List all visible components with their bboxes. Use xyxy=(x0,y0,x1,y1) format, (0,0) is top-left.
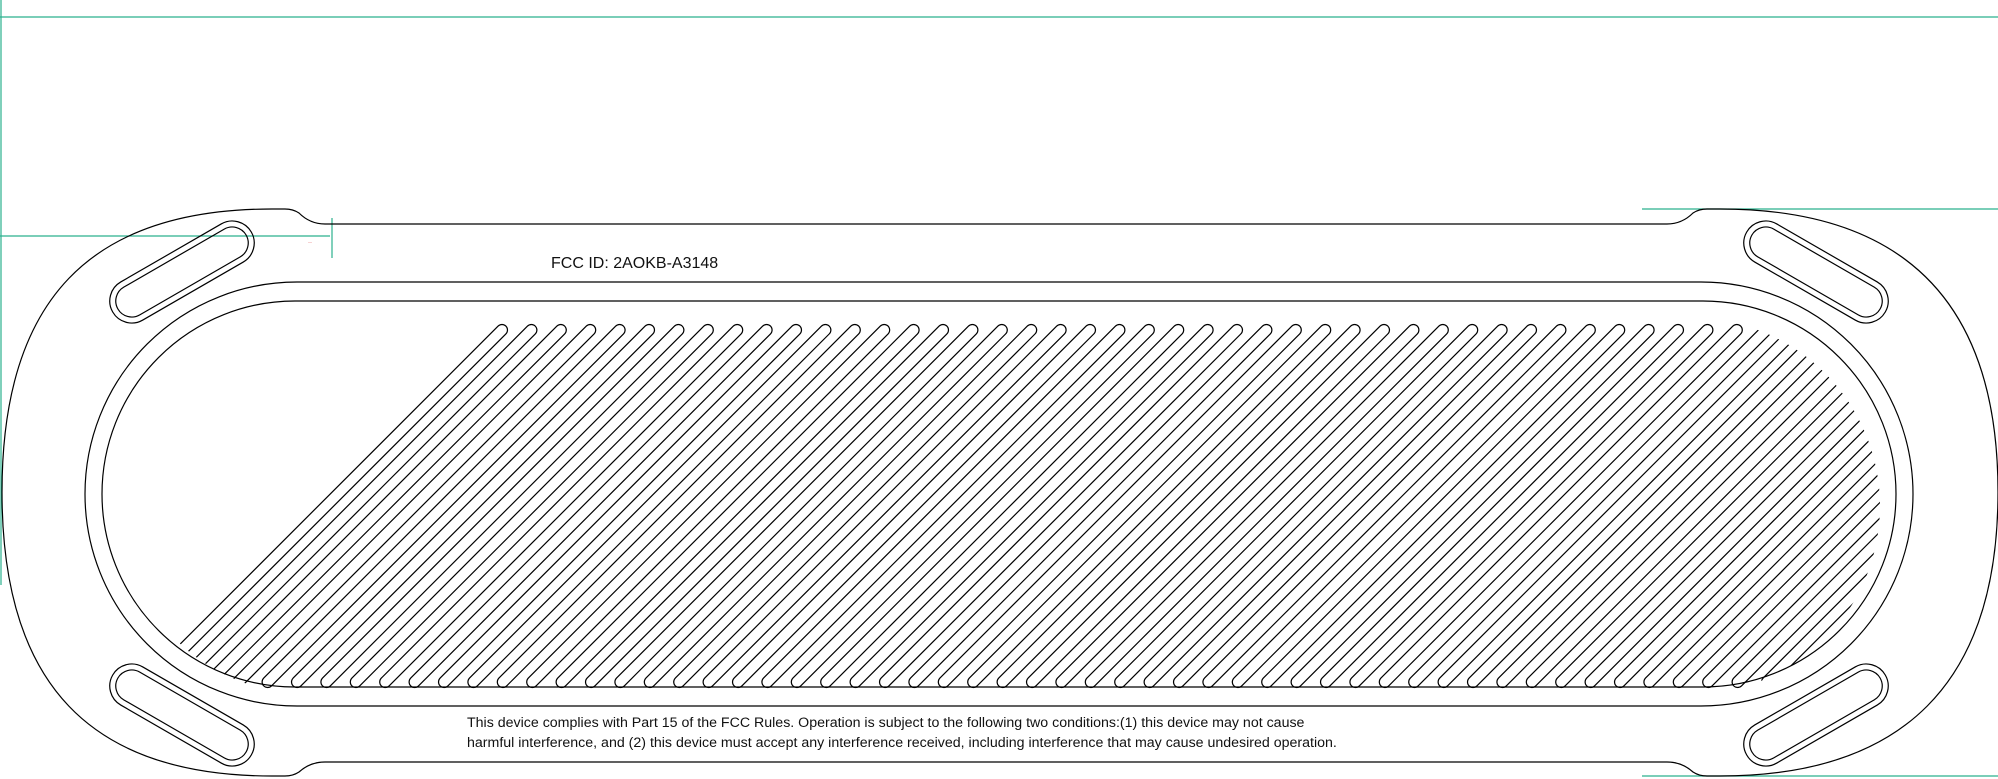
speaker-grille xyxy=(143,323,1880,689)
grille-slot xyxy=(290,323,656,689)
grille-slot xyxy=(1408,323,1773,689)
grille-slot xyxy=(467,323,832,689)
grille-slot xyxy=(143,323,509,689)
grille-slot xyxy=(1172,323,1538,689)
mounting-slot-bottom-right xyxy=(1743,663,1889,767)
grille-slot xyxy=(908,323,1273,689)
grille-slot xyxy=(584,323,950,689)
grille-slot xyxy=(320,323,685,689)
grille-slot xyxy=(1525,323,1880,689)
grille-slot xyxy=(408,323,773,689)
grille-slot xyxy=(232,323,597,689)
mounting-slot-top-right xyxy=(1743,220,1889,324)
grille-slot xyxy=(1319,323,1685,689)
grille-slot xyxy=(849,323,1214,689)
outer-body-outline xyxy=(1,208,1998,777)
grille-slot xyxy=(1613,323,1880,689)
grille-slot xyxy=(496,323,861,689)
mounting-slot-bottom-left xyxy=(109,663,255,767)
grille-slot xyxy=(996,323,1361,689)
mounting-slot-top-left xyxy=(109,220,255,324)
grille-slot xyxy=(1496,323,1861,689)
grille-slot xyxy=(937,323,1302,689)
grille-slot xyxy=(202,323,567,689)
grille-slot xyxy=(1114,323,1479,689)
grille-slot xyxy=(1790,323,1880,689)
compliance-notice-line-1: This device complies with Part 15 of the… xyxy=(467,715,1305,731)
inner-bezel-ring xyxy=(101,300,1897,688)
dimension-note: — xyxy=(308,239,312,244)
grille-slot xyxy=(1231,323,1596,689)
grille-slot xyxy=(820,323,1185,689)
grille-slot xyxy=(878,323,1244,689)
grille-slot xyxy=(1055,323,1420,689)
compliance-notice-line-2: harmful interference, and (2) this devic… xyxy=(467,735,1337,751)
grille-slot xyxy=(349,323,714,689)
grille-slot xyxy=(1378,323,1743,689)
grille-slot xyxy=(1466,323,1832,689)
grille-slot xyxy=(1437,323,1802,689)
grille-slot xyxy=(1202,323,1567,689)
grille-slot xyxy=(1672,323,1880,689)
grille-slot xyxy=(1143,323,1508,689)
grille-slot xyxy=(1084,323,1449,689)
grille-slot xyxy=(1555,323,1880,689)
grille-slot xyxy=(261,323,626,689)
grille-slot xyxy=(1025,323,1391,689)
grille-slot xyxy=(643,323,1008,689)
grille-slot xyxy=(614,323,979,689)
grille-slot xyxy=(1731,323,1880,689)
grille-slot xyxy=(379,323,744,689)
grille-slot xyxy=(731,323,1097,689)
grille-slot xyxy=(790,323,1155,689)
grille-slot xyxy=(1702,323,1880,689)
grille-slot xyxy=(173,323,538,689)
grille-slot xyxy=(1290,323,1655,689)
grille-slot xyxy=(1643,323,1880,689)
grille-slot xyxy=(967,323,1332,689)
grille-slot xyxy=(1878,323,1880,689)
grille-slot xyxy=(1349,323,1714,689)
grille-slot xyxy=(1849,323,1880,689)
grille-slot xyxy=(1584,323,1880,689)
grille-slot xyxy=(673,323,1038,689)
grille-slot xyxy=(702,323,1067,689)
grille-slot xyxy=(555,323,920,689)
grille-slot xyxy=(526,323,891,689)
outer-bezel-ring xyxy=(84,281,1914,707)
grille-slot xyxy=(761,323,1126,689)
fcc-id-label: FCC ID: 2AOKB-A3148 xyxy=(551,255,718,272)
grille-slot xyxy=(437,323,803,689)
grille-slot xyxy=(1261,323,1626,689)
